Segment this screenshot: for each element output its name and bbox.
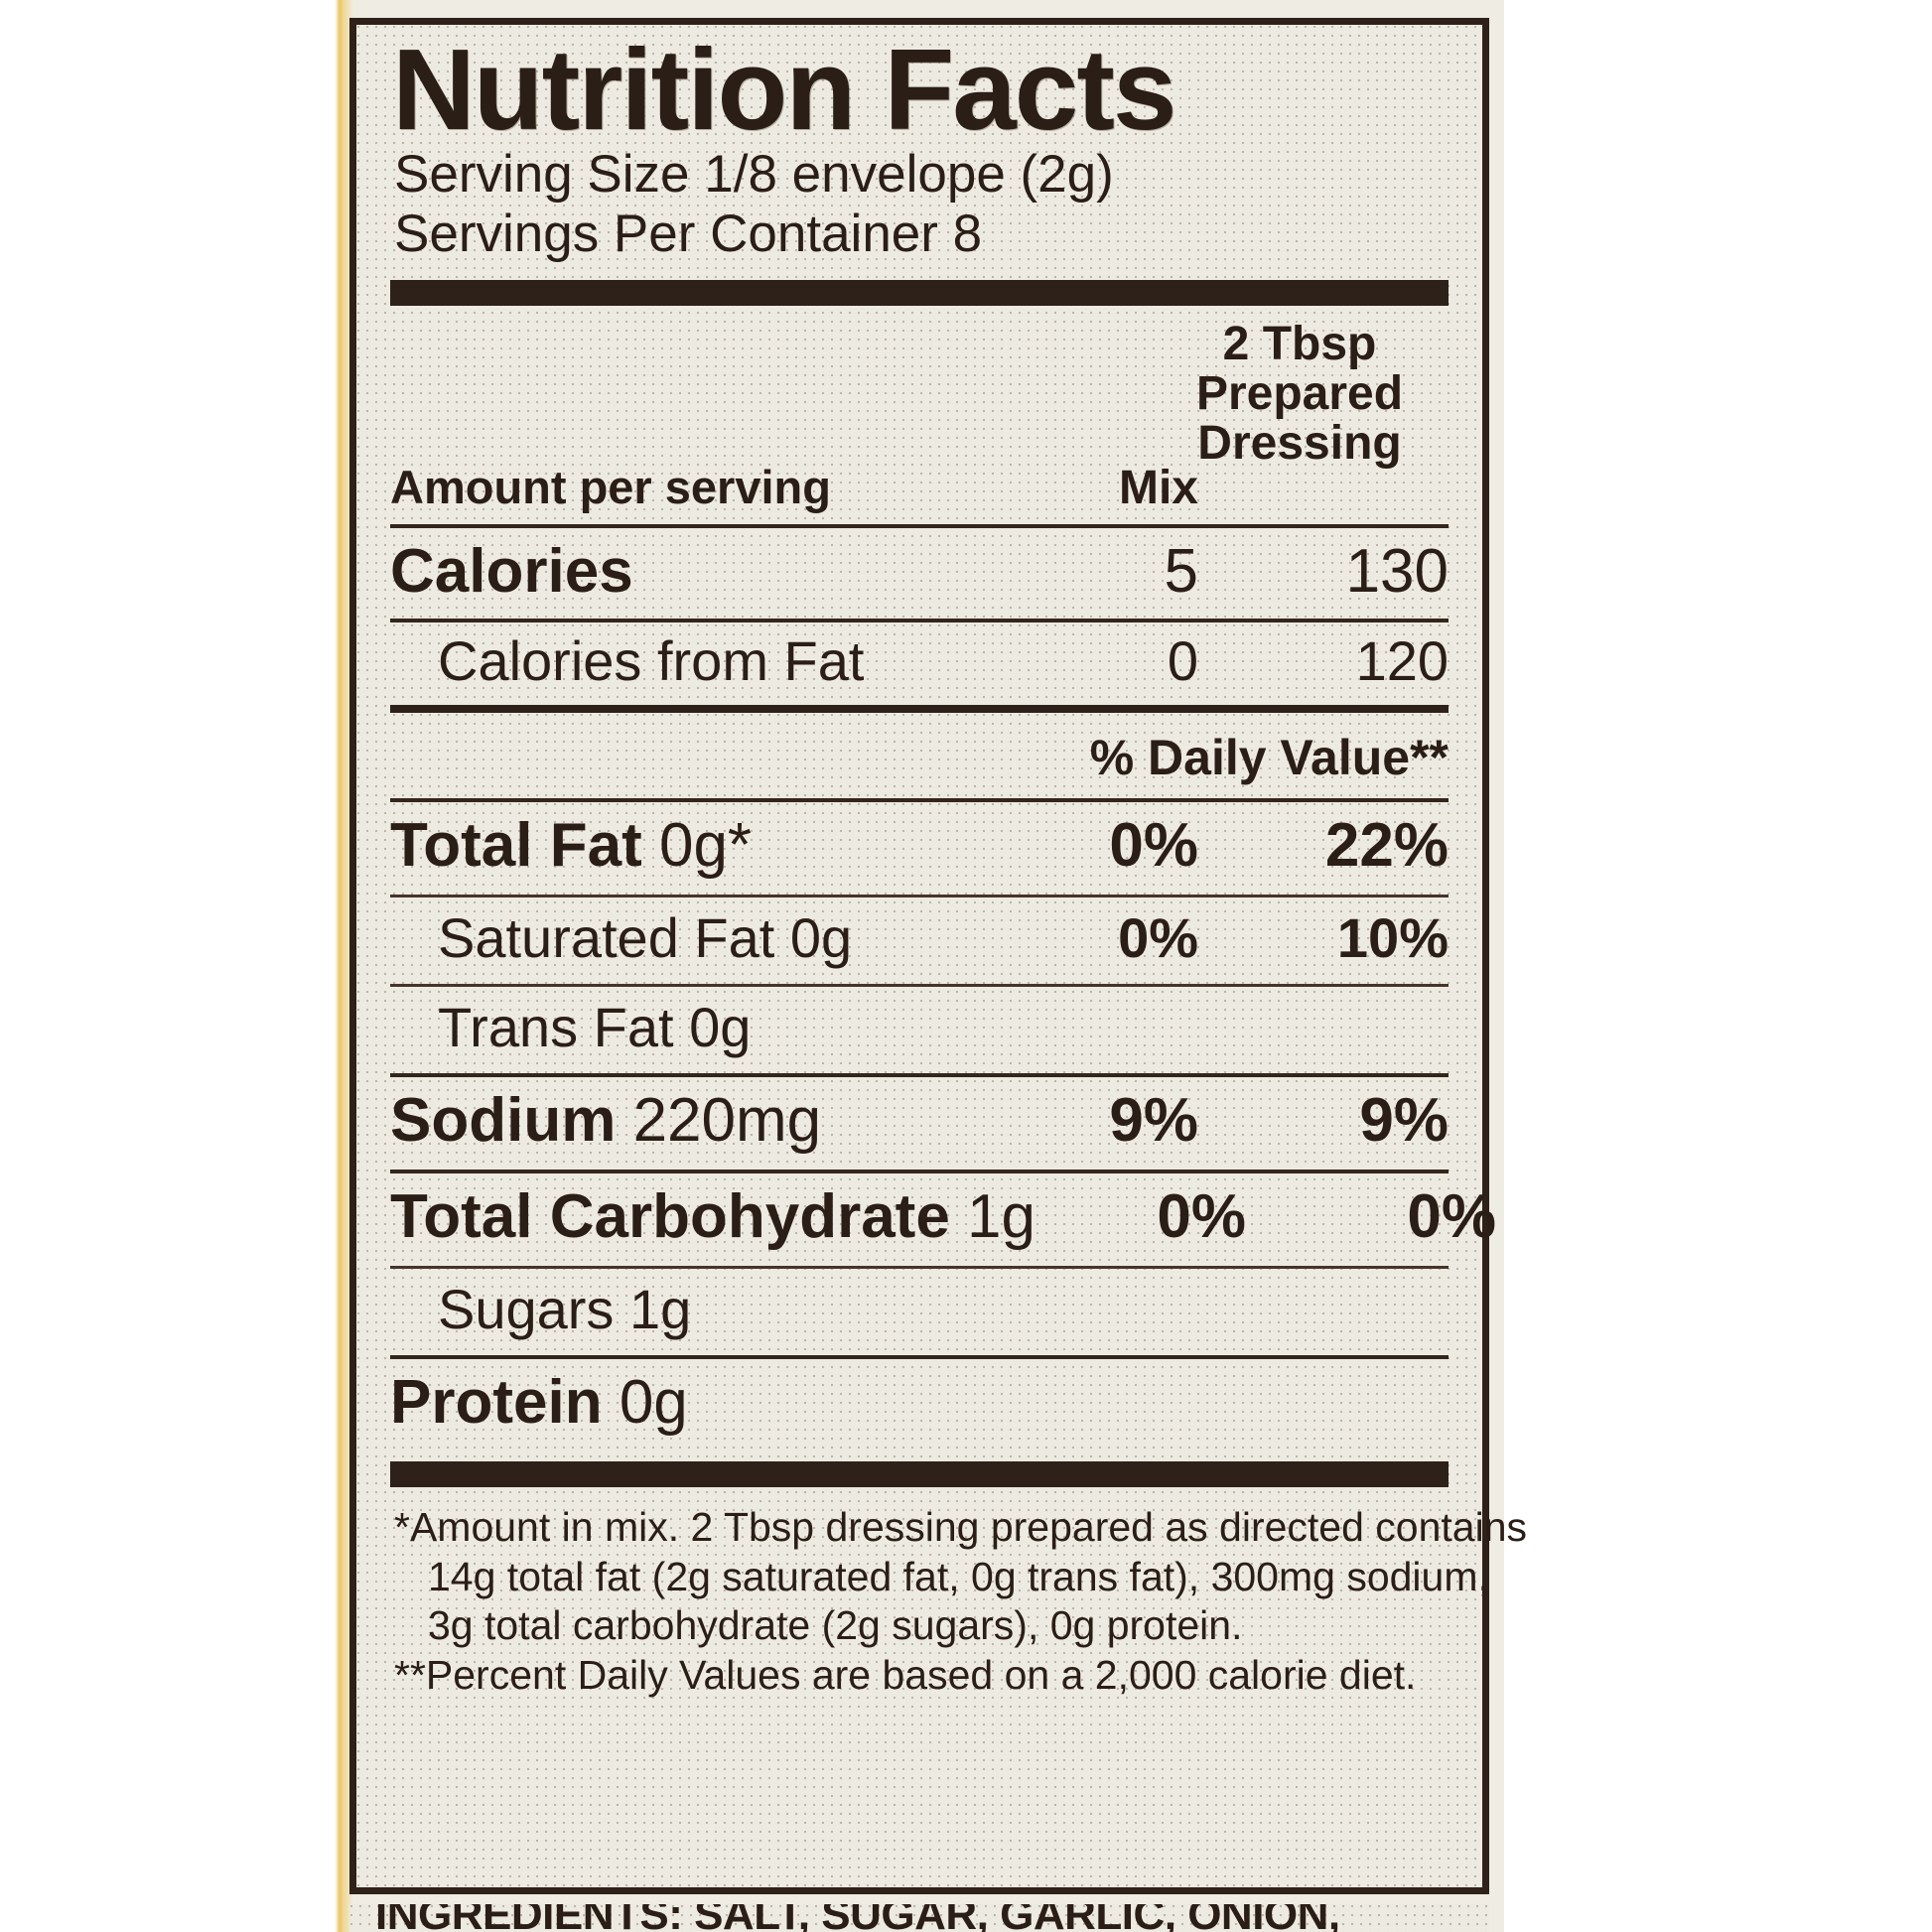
footnote-line-3: 3g total carbohydrate (2g sugars), 0g pr…	[428, 1602, 1243, 1649]
protein-label-group: Protein 0g	[390, 1367, 988, 1438]
table-row-protein: Protein 0g	[390, 1359, 1449, 1451]
servings-per-container-text: Servings Per Container 8	[394, 205, 983, 264]
sodium-dressing-dv: 9%	[1359, 1086, 1449, 1156]
daily-value-header: % Daily Value**	[1089, 730, 1449, 786]
divider-above-trans-fat	[390, 984, 1449, 988]
table-row-sugars: Sugars 1g	[390, 1269, 1449, 1355]
trans-fat-label-group: Trans Fat 0g	[390, 995, 988, 1059]
protein-amount: 0g	[619, 1368, 688, 1438]
dressing-header-line-1: 2 Tbsp	[1222, 318, 1377, 371]
divider-thick-top	[390, 280, 1449, 307]
footnote-line-1: *Amount in mix. 2 Tbsp dressing prepared…	[394, 1504, 1528, 1551]
dressing-header-line-2: Prepared	[1195, 367, 1404, 421]
divider-above-total-fat	[390, 798, 1449, 803]
total-carbohydrate-dressing-dv: 0%	[1407, 1182, 1497, 1252]
ingredients-text: INGREDIENTS: SALT, SUGAR, GARLIC, ONION,	[375, 1904, 1340, 1932]
total-fat-amount: 0g*	[658, 811, 753, 881]
table-row-total-fat: Total Fat 0g* 0% 22%	[390, 802, 1449, 895]
table-row-calories: Calories 5 130	[390, 528, 1449, 619]
calories-from-fat-dressing-value: 120	[1355, 629, 1449, 693]
table-row-saturated-fat: Saturated Fat 0g 0% 10%	[390, 897, 1449, 984]
divider-above-sodium	[390, 1073, 1449, 1078]
sugars-amount: 1g	[629, 1278, 692, 1341]
total-carbohydrate-amount: 1g	[967, 1182, 1036, 1252]
page-white-margin	[1504, 0, 1932, 1932]
table-row-trans-fat: Trans Fat 0g	[390, 987, 1449, 1073]
divider-above-saturated-fat	[390, 895, 1449, 898]
sodium-label-group: Sodium 220mg	[390, 1085, 988, 1156]
page-title: Nutrition Facts	[392, 25, 1176, 154]
saturated-fat-label-group: Saturated Fat 0g	[390, 905, 988, 970]
ingredients-clipped-strip: INGREDIENTS: SALT, SUGAR, GARLIC, ONION,	[349, 1904, 1489, 1932]
sodium-label: Sodium	[390, 1086, 617, 1156]
footnote-line-2: 14g total fat (2g saturated fat, 0g tran…	[428, 1553, 1489, 1599]
divider-below-calories	[390, 619, 1449, 623]
sodium-mix-dv: 9%	[1109, 1086, 1198, 1156]
total-carbohydrate-label-group: Total Carbohydrate 1g	[390, 1181, 1035, 1252]
divider-above-total-carbohydrate	[390, 1170, 1449, 1174]
total-carbohydrate-label: Total Carbohydrate	[390, 1182, 950, 1252]
divider-medium-before-dv	[390, 705, 1449, 714]
sugars-label: Sugars	[438, 1278, 615, 1341]
amount-per-serving-label: Amount per serving	[390, 461, 831, 514]
table-row-sodium: Sodium 220mg 9% 9%	[390, 1077, 1449, 1170]
saturated-fat-mix-dv: 0%	[1118, 906, 1198, 970]
saturated-fat-amount: 0g	[789, 906, 853, 970]
saturated-fat-dressing-dv: 10%	[1336, 906, 1449, 970]
calories-from-fat-label: Calories from Fat	[438, 629, 865, 693]
calories-mix-value: 5	[1164, 537, 1198, 607]
dressing-header-line-3: Dressing	[1197, 416, 1402, 470]
trans-fat-label: Trans Fat	[438, 996, 674, 1059]
amount-per-serving-row: Amount per serving Mix	[390, 455, 1449, 524]
mix-column-header: Mix	[1118, 462, 1198, 515]
column-header-block: 2 Tbsp Prepared Dressing	[390, 306, 1449, 469]
total-carbohydrate-mix-dv: 0%	[1157, 1182, 1247, 1252]
calories-from-fat-mix-value: 0	[1167, 629, 1198, 693]
total-fat-mix-dv: 0%	[1109, 811, 1198, 881]
table-row-total-carbohydrate: Total Carbohydrate 1g 0% 0%	[390, 1173, 1496, 1266]
calories-dressing-value: 130	[1345, 537, 1449, 607]
serving-size-text: Serving Size 1/8 envelope (2g)	[394, 145, 1114, 205]
total-fat-label-group: Total Fat 0g*	[390, 810, 988, 881]
calories-label: Calories	[390, 537, 633, 607]
total-fat-dressing-dv: 22%	[1324, 811, 1449, 881]
footnote-line-4: **Percent Daily Values are based on a 2,…	[394, 1651, 1417, 1698]
sugars-label-group: Sugars 1g	[390, 1277, 988, 1341]
sodium-amount: 220mg	[632, 1086, 822, 1156]
nutrition-facts-panel: Nutrition Facts Serving Size 1/8 envelop…	[349, 18, 1528, 1894]
carton-gold-edge-stripe	[328, 0, 353, 1932]
table-row-calories-from-fat: Calories from Fat 0 120	[390, 622, 1449, 705]
trans-fat-amount: 0g	[689, 996, 752, 1059]
dressing-column-header: 2 Tbsp Prepared Dressing	[1151, 320, 1449, 469]
saturated-fat-label: Saturated Fat	[438, 906, 775, 970]
divider-thick-bottom	[390, 1461, 1449, 1488]
footnotes-block: *Amount in mix. 2 Tbsp dressing prepared…	[394, 1503, 1528, 1700]
divider-above-sugars	[390, 1266, 1449, 1270]
divider-above-protein	[390, 1355, 1449, 1360]
protein-label: Protein	[390, 1368, 603, 1438]
divider-above-calories	[390, 524, 1449, 529]
total-fat-label: Total Fat	[390, 811, 642, 881]
